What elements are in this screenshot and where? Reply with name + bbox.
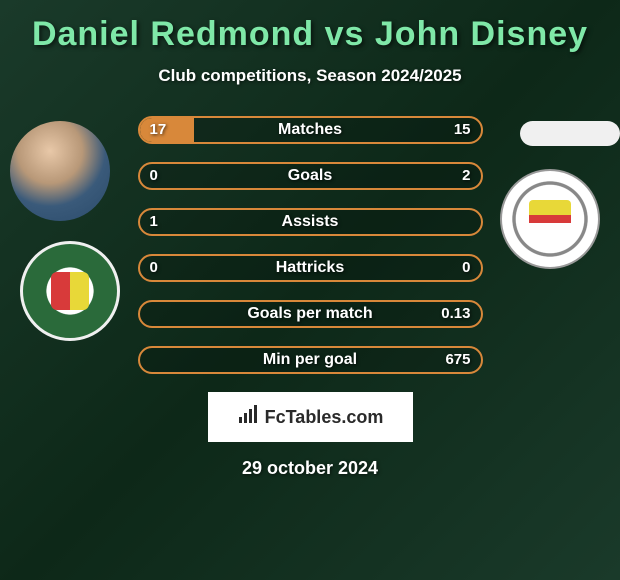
stat-bar: 0 Goals 2 (138, 162, 483, 190)
player-photo-right (520, 121, 620, 146)
stat-label: Goals (140, 164, 481, 188)
stat-label: Hattricks (140, 256, 481, 280)
watermark-text: FcTables.com (265, 407, 384, 428)
date: 29 october 2024 (0, 458, 620, 479)
stat-bar: 17 Matches 15 (138, 116, 483, 144)
stat-bar: 1 Assists (138, 208, 483, 236)
watermark: FcTables.com (208, 392, 413, 442)
stats-area: 17 Matches 15 0 Goals 2 1 Assists (0, 116, 620, 374)
stat-label: Assists (140, 210, 481, 234)
comparison-card: Daniel Redmond vs John Disney Club compe… (0, 0, 620, 580)
page-title: Daniel Redmond vs John Disney (0, 15, 620, 54)
stat-value-right: 15 (454, 118, 471, 142)
club-badge-right (500, 169, 600, 269)
subtitle: Club competitions, Season 2024/2025 (0, 66, 620, 86)
stat-bars: 17 Matches 15 0 Goals 2 1 Assists (138, 116, 483, 374)
stat-value-right: 675 (445, 348, 470, 372)
player-photo-left (10, 121, 110, 221)
stat-bar: 0 Hattricks 0 (138, 254, 483, 282)
stat-label: Matches (140, 118, 481, 142)
stat-value-right: 0 (462, 256, 470, 280)
stat-value-right: 2 (462, 164, 470, 188)
stat-label: Min per goal (140, 348, 481, 372)
stat-label: Goals per match (140, 302, 481, 326)
chart-icon (237, 405, 259, 429)
stat-bar: Min per goal 675 (138, 346, 483, 374)
stat-value-right: 0.13 (441, 302, 470, 326)
club-badge-left (20, 241, 120, 341)
stat-bar: Goals per match 0.13 (138, 300, 483, 328)
